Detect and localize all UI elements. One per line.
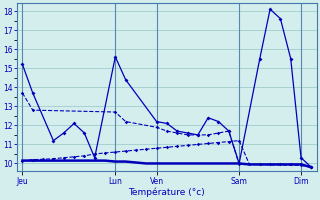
X-axis label: Température (°c): Température (°c) [129, 187, 205, 197]
